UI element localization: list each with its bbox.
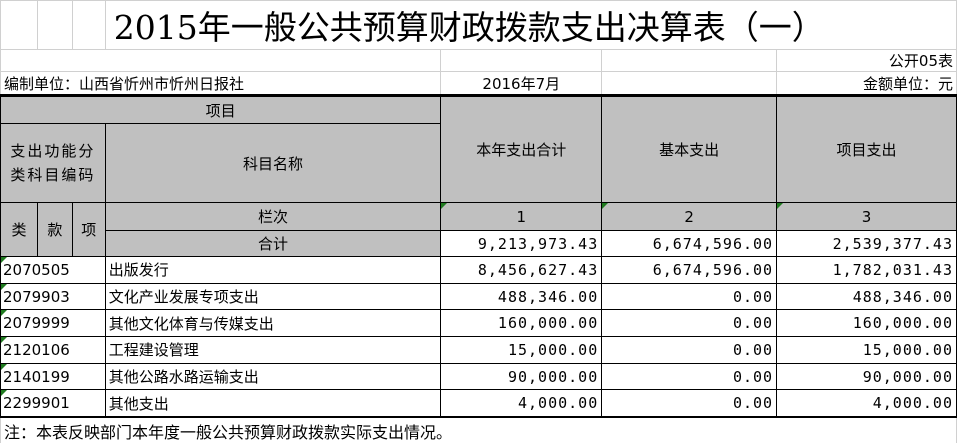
- column-no-3: 3: [776, 202, 957, 231]
- basic-amount[interactable]: 0.00: [601, 362, 778, 391]
- table-row: 2299901 其他支出 4,000.00 0.00 4,000.00: [0, 389, 957, 418]
- header-lei: 类: [0, 202, 38, 257]
- sum-project[interactable]: 2,539,377.43: [776, 230, 957, 257]
- form-number: 公开05表: [776, 49, 957, 72]
- total-amount[interactable]: 4,000.00: [440, 389, 603, 418]
- project-amount[interactable]: 4,000.00: [776, 389, 957, 418]
- subject-name[interactable]: 其他文化体育与传媒支出: [104, 309, 442, 338]
- function-code[interactable]: 2140199: [0, 362, 106, 391]
- subject-name[interactable]: 其他支出: [104, 389, 442, 418]
- total-amount[interactable]: 160,000.00: [440, 309, 603, 338]
- basic-amount[interactable]: 0.00: [601, 336, 778, 364]
- cell[interactable]: [601, 71, 778, 96]
- report-date: 2016年7月: [440, 71, 603, 96]
- basic-amount[interactable]: 0.00: [601, 389, 778, 418]
- subject-name[interactable]: 出版发行: [104, 256, 442, 284]
- table-row: 2140199 其他公路水路运输支出 90,000.00 0.00 90,000…: [0, 362, 957, 391]
- header-xiang: 项: [71, 202, 106, 257]
- comment-marker-icon: [1, 257, 7, 263]
- comment-marker-icon: [1, 390, 7, 397]
- project-amount[interactable]: 1,782,031.43: [776, 256, 957, 284]
- cell[interactable]: [0, 0, 38, 50]
- column-no-1: 1: [440, 202, 603, 231]
- comment-marker-icon: [1, 337, 7, 344]
- subject-name[interactable]: 其他公路水路运输支出: [104, 362, 442, 391]
- header-total: 本年支出合计: [440, 94, 603, 203]
- cell[interactable]: [0, 49, 442, 72]
- header-function-code: 支出功能分类科目编码: [0, 123, 106, 203]
- project-amount[interactable]: 15,000.00: [776, 336, 957, 364]
- function-code[interactable]: 2070505: [0, 256, 106, 284]
- comment-marker-icon: [1, 310, 7, 317]
- header-basic: 基本支出: [601, 94, 778, 203]
- basic-amount[interactable]: 0.00: [601, 282, 778, 311]
- footnote: 注：本表反映部门本年度一般公共预算财政拨款实际支出情况。: [0, 415, 957, 443]
- table-row: 2070505 出版发行 8,456,627.43 6,674,596.00 1…: [0, 256, 957, 284]
- header-subject-name: 科目名称: [104, 123, 442, 203]
- comment-marker-icon: [777, 203, 784, 209]
- project-amount[interactable]: 160,000.00: [776, 309, 957, 338]
- sum-basic[interactable]: 6,674,596.00: [601, 230, 778, 257]
- comment-marker-icon: [1, 284, 7, 290]
- subject-name[interactable]: 文化产业发展专项支出: [104, 282, 442, 311]
- function-code[interactable]: 2079903: [0, 282, 106, 311]
- table-row: 2120106 工程建设管理 15,000.00 0.00 15,000.00: [0, 336, 957, 364]
- sum-total[interactable]: 9,213,973.43: [440, 230, 603, 257]
- function-code[interactable]: 2120106: [0, 336, 106, 364]
- total-amount[interactable]: 15,000.00: [440, 336, 603, 364]
- comment-marker-icon: [441, 203, 448, 209]
- project-amount[interactable]: 90,000.00: [776, 362, 957, 391]
- basic-amount[interactable]: 0.00: [601, 309, 778, 338]
- header-column-no: 栏次: [104, 202, 442, 231]
- header-project: 项目: [0, 94, 442, 124]
- subject-name[interactable]: 工程建设管理: [104, 336, 442, 364]
- comment-marker-icon: [1, 364, 7, 370]
- cell[interactable]: [71, 0, 106, 50]
- cell[interactable]: [36, 0, 73, 50]
- header-kuan: 款: [36, 202, 73, 257]
- basic-amount[interactable]: 6,674,596.00: [601, 256, 778, 284]
- comment-marker-icon: [602, 203, 609, 209]
- project-amount[interactable]: 488,346.00: [776, 282, 957, 311]
- cell[interactable]: [440, 49, 603, 72]
- cell[interactable]: [601, 49, 778, 72]
- header-project-expense: 项目支出: [776, 94, 957, 203]
- column-no-2: 2: [601, 202, 778, 231]
- function-code[interactable]: 2079999: [0, 309, 106, 338]
- table-row: 2079903 文化产业发展专项支出 488,346.00 0.00 488,3…: [0, 282, 957, 311]
- page-title: 2015年一般公共预算财政拨款支出决算表（一）: [104, 0, 957, 50]
- total-amount[interactable]: 488,346.00: [440, 282, 603, 311]
- sum-label: 合计: [104, 230, 442, 257]
- compiling-unit: 编制单位：山西省忻州市忻州日报社: [0, 71, 442, 96]
- total-amount[interactable]: 90,000.00: [440, 362, 603, 391]
- total-amount[interactable]: 8,456,627.43: [440, 256, 603, 284]
- function-code[interactable]: 2299901: [0, 389, 106, 418]
- table-row: 2079999 其他文化体育与传媒支出 160,000.00 0.00 160,…: [0, 309, 957, 338]
- currency-unit: 金额单位：元: [776, 71, 957, 96]
